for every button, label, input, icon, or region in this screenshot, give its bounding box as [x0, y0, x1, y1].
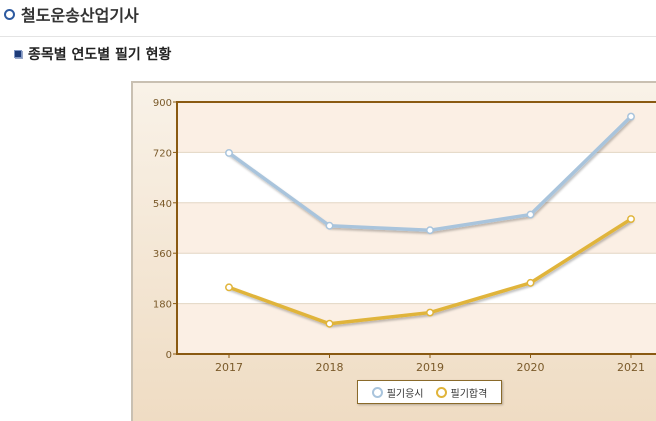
legend-marker-applicants [371, 386, 383, 398]
data-point [426, 308, 434, 317]
y-tick-label: 180 [153, 300, 172, 311]
section-title-text: 종목별 연도별 필기 현황 [28, 47, 172, 63]
x-tick-label: 2018 [316, 361, 344, 374]
legend-label-applicants: 필기응시 [386, 388, 424, 400]
data-point [526, 278, 535, 287]
y-tick-label: 540 [153, 199, 172, 210]
plot-border [176, 101, 656, 355]
y-tick-label: 720 [153, 148, 172, 159]
section-title: 종목별 연도별 필기 현황 [14, 44, 171, 64]
ring-icon [4, 8, 15, 20]
y-tick-label: 360 [153, 249, 172, 260]
series-lines [225, 112, 635, 328]
y-axis-ticks: 0 180 360 540 720 900 [153, 98, 177, 361]
grid-band [177, 102, 656, 153]
x-tick-label: 2021 [617, 361, 645, 374]
data-point [325, 319, 334, 328]
data-point [225, 283, 233, 292]
data-point [325, 221, 334, 230]
gridlines [177, 151, 656, 305]
data-point [627, 112, 635, 121]
legend-item-applicants: 필기응시 [371, 385, 424, 400]
legend-item-passers: 필기합격 [435, 385, 488, 400]
legend: 필기응시 필기합격 [357, 380, 502, 404]
page-title: 철도운송산업기사 [4, 2, 139, 26]
legend-label-passers: 필기합격 [450, 388, 488, 400]
x-axis-ticks: 2017 2018 2019 2020 2021 [215, 354, 645, 374]
y-tick-label: 0 [166, 350, 172, 361]
data-point [627, 215, 635, 223]
grid-band [177, 303, 656, 354]
data-point [526, 210, 535, 219]
square-bullet-icon [14, 50, 22, 58]
y-tick-label: 900 [153, 98, 172, 109]
title-divider [0, 36, 656, 37]
x-tick-label: 2020 [517, 361, 545, 374]
page-title-text: 철도운송산업기사 [21, 6, 139, 25]
data-point [225, 149, 233, 157]
legend-marker-passers [435, 386, 447, 398]
x-tick-label: 2019 [416, 361, 444, 374]
data-point [426, 226, 434, 235]
x-tick-label: 2017 [215, 361, 243, 374]
plot-border-rect [176, 101, 656, 355]
